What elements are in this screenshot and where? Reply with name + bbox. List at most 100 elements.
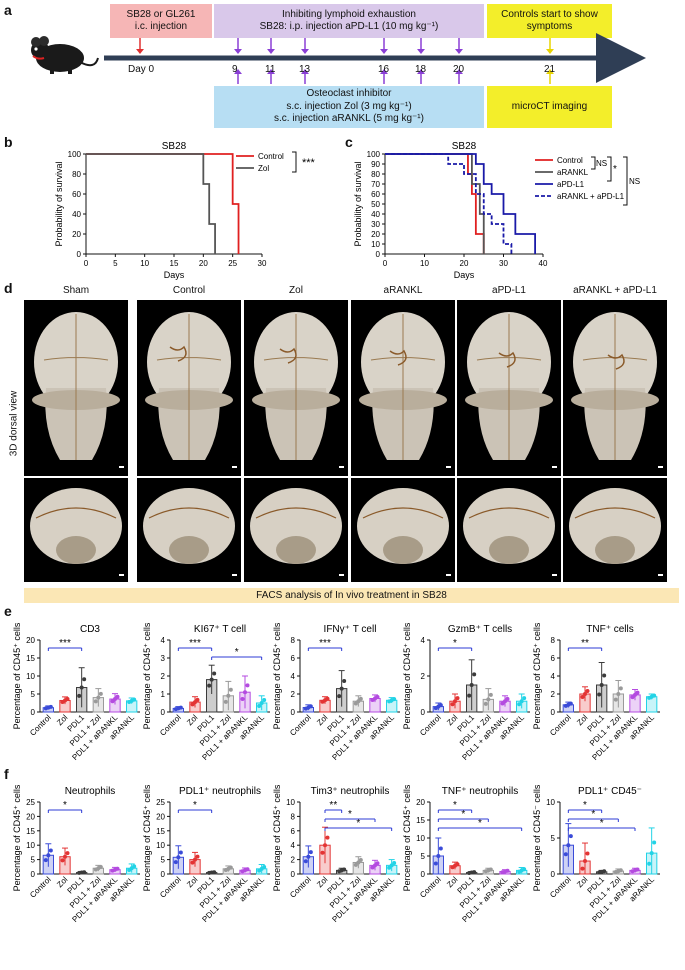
data-point [82,870,87,875]
scale-bar [232,574,237,576]
data-point [195,854,200,859]
y-tick-label: 15 [416,816,425,825]
day-label-16: 16 [378,64,390,75]
legend-label: Control [258,152,284,161]
skull-lesion [607,353,625,370]
data-point [472,672,477,677]
x-tick-label: 5 [113,259,118,268]
x-tick-label: 10 [420,259,429,268]
scale-bar [658,574,663,576]
y-tick-label: 60 [72,190,81,199]
significance-label: * [600,818,604,829]
data-point [389,863,394,868]
scale-bar [552,574,557,576]
x-axis-label: Days [454,270,475,280]
data-point [375,861,380,866]
data-point [472,870,477,875]
data-point [93,699,98,704]
skull-back [30,488,122,564]
y-axis-label: Percentage of CD45⁻ cells [532,784,542,891]
significance-label: * [461,809,465,820]
injection-box: SB28 or GL261 i.c. injection [110,4,212,38]
y-tick-label: 10 [156,841,165,850]
data-point [209,677,214,682]
data-point [48,848,53,853]
y-tick-label: 2 [161,672,166,681]
data-point [240,697,245,702]
skull-frontal-sham [24,478,128,582]
data-point [649,851,654,856]
panel-letter-a: a [4,2,12,18]
y-tick-label: 5 [31,856,36,865]
data-point [337,694,342,699]
skull-back [250,488,342,564]
y-axis-label: Percentage of CD45⁺ cells [142,784,152,891]
significance-label: * [348,809,352,820]
data-point [436,854,441,858]
skull-dorsal-zol [244,300,348,476]
data-point [262,697,267,702]
y-tick-label: 10 [371,240,380,249]
data-point [519,699,524,704]
chart-title: PDL1⁺ CD45⁻ [578,786,642,797]
data-point [228,687,233,692]
y-tick-label: 5 [161,856,166,865]
legend-label: Zol [258,164,269,173]
x-axis-label: Days [164,270,185,280]
data-point [358,696,363,701]
chart-title: Neutrophils [65,786,116,797]
data-point [339,686,344,691]
skull-foramen [489,536,529,564]
dorsal-view-label: 3D dorsal view [8,390,20,457]
y-tick-label: 4 [551,672,556,681]
skull-frontal-arankl [351,478,455,582]
data-point [438,703,443,708]
data-point [98,691,103,696]
significance-label: ** [581,638,589,649]
data-point [580,866,585,871]
data-point [566,843,571,848]
day-label-18: 18 [415,64,427,75]
bar-chart-e5: TNF⁺ cells 0 2 4 6 8 Percentage of CD45⁺ cells… [532,622,660,762]
x-tick-label: 20 [460,259,469,268]
y-tick-label: 25 [26,798,35,807]
y-tick-label: 0 [421,870,426,879]
skull-dorsal-arankl-apd-l1 [563,300,667,476]
significance-label: * [356,818,360,829]
data-point [178,850,183,855]
data-point [438,846,443,851]
data-point [195,697,200,702]
data-point [505,868,510,873]
y-tick-label: 5 [421,852,426,861]
y-tick-label: 10 [26,841,35,850]
y-tick-label: 5 [31,690,36,699]
skull-foramen [595,536,635,564]
data-point [602,869,607,874]
mouse-icon [31,36,99,74]
skull-label-zol: Zol [289,285,303,296]
data-point [207,683,212,688]
data-point [467,693,472,698]
data-point [522,696,527,701]
legend-label: Control [557,156,583,165]
scale-bar [446,466,451,468]
y-axis-label: Percentage of CD45⁺ cells [272,622,282,729]
data-point [228,865,233,870]
data-point [618,868,623,873]
data-point [132,864,137,869]
y-tick-label: 15 [26,827,35,836]
day-21-label: 21 [544,64,556,75]
skull-ridge [255,507,337,519]
skull-ridge [35,507,117,519]
data-point [212,671,217,676]
facs-banner: FACS analysis of In vivo treatment in SB… [24,588,679,603]
y-tick-label: 30 [371,220,380,229]
scale-bar [232,466,237,468]
data-point [387,865,392,870]
bar-chart-e2: KI67⁺ T cell 0 1 2 3 4 Percentage of CD45⁺ cel… [142,622,270,762]
y-tick-label: 4 [161,636,166,645]
x-tick-label: 30 [258,259,267,268]
data-point [65,696,70,701]
data-point [98,865,103,870]
skull-back [463,488,555,564]
